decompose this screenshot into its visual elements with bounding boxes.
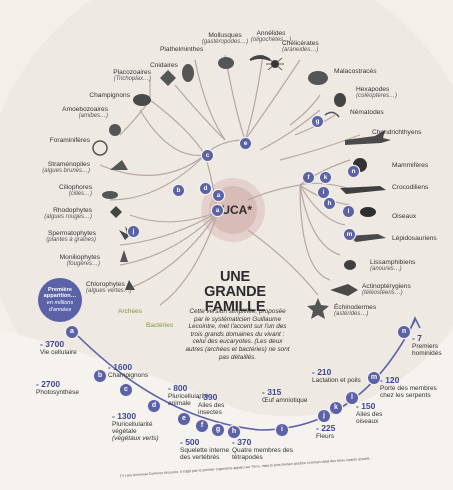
taxon-chelicerates: Chélicérates (araneides…) (282, 40, 319, 54)
timeline-badge-a: a (66, 326, 78, 338)
timeline-label-e: - 800 Pluricellularité animale (168, 383, 209, 408)
node-badge: g (312, 116, 323, 127)
headline: UNE GRANDE FAMILLE (204, 269, 266, 315)
timeline-label-j: - 225 Fleurs (316, 423, 336, 441)
taxon-rhodophytes: Rhodophytes (algues rouges…) (44, 207, 92, 221)
taxon-lepidosauriens: Lépidosauriens (392, 235, 437, 242)
timeline-label-n: - 7 Premiers hominidés (412, 333, 442, 358)
timeline-label-b: - 2700 Photosynthèse (36, 379, 80, 397)
timeline-badge-g: g (212, 424, 224, 436)
luca-label: LUCA* (214, 203, 252, 217)
taxon-plathelminthes: Plathelminthes (160, 46, 204, 53)
domain-bacteria: Bactéries (146, 322, 174, 329)
node-badge: j (128, 226, 139, 237)
taxon-foraminiferes: Foraminifères (49, 137, 90, 144)
timeline-label-i: - 315 Œuf amniotique (262, 387, 308, 405)
timeline-label-f: - 500 Squelette interne des vertébrés (180, 437, 230, 462)
node-badge: e (240, 138, 251, 149)
domain-archaea: Archées (118, 308, 142, 315)
taxon-champignons: Champignons (89, 92, 130, 99)
taxon-chlorophytes: Chlorophytes (algues vertes…) (86, 281, 132, 295)
node-badge: l (343, 206, 354, 217)
node-badge: a (212, 205, 223, 216)
timeline-badge-i: i (276, 424, 288, 436)
timeline-badge-d: d (148, 400, 160, 412)
timeline-badge-b: b (94, 370, 106, 382)
taxon-moniliophytes: Moniliophytes (fougères…) (59, 254, 100, 268)
taxon-mollusques: Mollusques (gastéropodes…) (201, 32, 249, 46)
first-appearance-bubble: Première apparition… en millions d'année… (38, 278, 82, 322)
taxon-crocodiliens: Crocodiliens (392, 184, 429, 191)
taxon-amoebozoaires: Amoebozoaires (amibes…) (62, 106, 108, 120)
timeline-badge-j: j (318, 410, 330, 422)
timeline-badge-h: h (228, 426, 240, 438)
taxon-chondrichthyens: Chondrichthyens (372, 129, 422, 136)
timeline-badge-e: e (178, 413, 190, 425)
timeline-label-c: - 1600 Champignons (108, 362, 149, 380)
taxon-echinodermes: Échinodermes (astérides…) (334, 304, 377, 318)
node-badge: a (213, 190, 224, 201)
intro-text: Cette version simplifiée, proposée par l… (185, 308, 290, 361)
timeline-label-d: - 1300 Pluricellularité végétale (végétaux… (112, 411, 159, 443)
timeline-badge-n: n (398, 326, 410, 338)
node-badge: f (303, 172, 314, 183)
taxon-spermatophytes: Spermatophytes (plantes à graines) (46, 230, 96, 244)
timeline-label-a: - 3700 Vie cellulaire (40, 339, 77, 357)
node-badge: b (173, 185, 184, 196)
node-badge: c (202, 150, 213, 161)
node-badge: n (348, 166, 359, 177)
taxon-oiseaux: Oiseaux (392, 213, 417, 220)
node-badge: i (318, 187, 329, 198)
timeline-badge-m: m (368, 372, 380, 384)
taxon-stramenopiles: Straménopiles (algues brunes…) (42, 161, 90, 175)
timeline-badge-c: c (120, 384, 132, 396)
timeline-label-l: - 150 Ailes des oiseaux (356, 401, 383, 426)
taxon-annelides: Annélides (oligochètes…) (250, 30, 292, 44)
timeline-badge-f: f (196, 420, 208, 432)
node-badge: h (324, 198, 335, 209)
taxon-lissamphibiens: Lissamphibiens (anoures…) (370, 259, 416, 273)
timeline-badge-k: k (330, 402, 342, 414)
taxon-nematodes: Nématodes (350, 109, 384, 116)
node-badge: k (320, 172, 331, 183)
node-badge: m (344, 229, 355, 240)
timeline-label-g: - 390 Ailes des insectes (198, 392, 225, 417)
taxon-actinopterygiens: Actinoptérygiens (téléostéens…) (362, 283, 411, 297)
timeline-label-m: - 120 Porte des membres chez les serpents (380, 375, 437, 400)
timeline-badge-l: l (346, 392, 358, 404)
taxon-mammiferes: Mammifères (392, 162, 429, 169)
taxon-malacostraces: Malacostracés (334, 68, 377, 75)
node-badge: d (200, 183, 211, 194)
timeline-label-h: - 370 Quatre membres des tétrapodes (232, 437, 294, 462)
taxon-cnidaires: Cnidaires (150, 62, 178, 69)
taxon-ciliophores: Ciliophores (ciliés…) (59, 184, 92, 198)
taxon-placozoaires: Placozoaires (Trichoplax…) (113, 69, 151, 83)
timeline-label-k: - 210 Lactation et poils (312, 367, 361, 385)
taxon-hexapodes: Hexapodes (coléoptères…) (356, 86, 398, 100)
